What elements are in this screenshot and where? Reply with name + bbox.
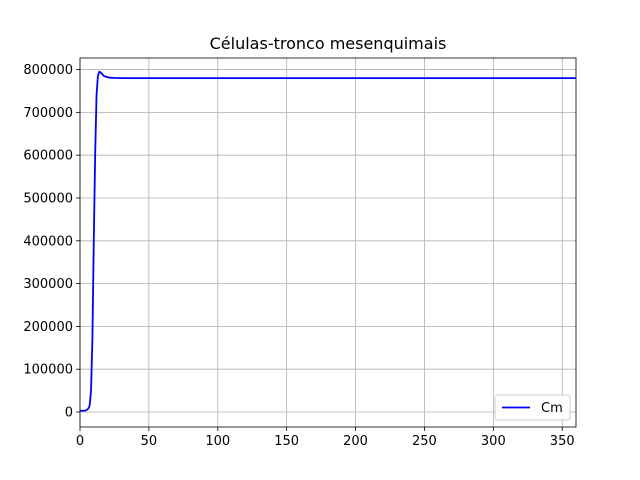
chart-title: Células-tronco mesenquimais	[210, 34, 447, 53]
y-tick-label: 700000	[23, 106, 73, 121]
x-tick-label: 150	[274, 434, 299, 449]
x-tick-label: 300	[481, 434, 506, 449]
y-tick-label: 600000	[23, 149, 73, 164]
y-tick-label: 500000	[23, 191, 73, 206]
x-tick-label: 250	[412, 434, 437, 449]
x-tick-label: 350	[550, 434, 575, 449]
y-tick-label: 800000	[23, 63, 73, 78]
x-tick-label: 100	[205, 434, 230, 449]
legend-label: Cm	[541, 401, 563, 416]
y-tick-label: 0	[65, 406, 73, 421]
y-tick-label: 400000	[23, 234, 73, 249]
legend: Cm	[495, 395, 570, 420]
y-tick-label: 200000	[23, 320, 73, 335]
x-tick-label: 0	[76, 434, 84, 449]
x-tick-label: 200	[343, 434, 368, 449]
y-tick-label: 300000	[23, 277, 73, 292]
x-tick-label: 50	[141, 434, 158, 449]
y-tick-label: 100000	[23, 363, 73, 378]
